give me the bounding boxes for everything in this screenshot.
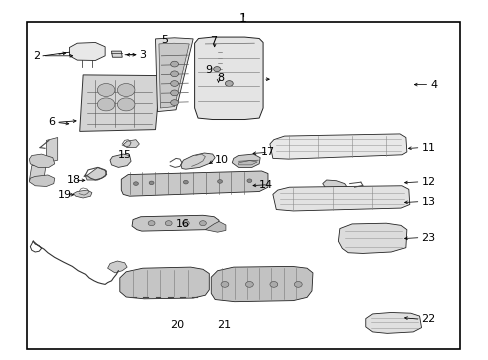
Circle shape: [225, 81, 233, 86]
Polygon shape: [73, 190, 92, 198]
Polygon shape: [210, 50, 225, 81]
Circle shape: [217, 180, 222, 183]
Polygon shape: [46, 138, 58, 163]
Circle shape: [170, 61, 178, 67]
Polygon shape: [269, 134, 406, 159]
Text: 18: 18: [66, 175, 81, 185]
Polygon shape: [111, 51, 122, 57]
Circle shape: [199, 221, 206, 226]
Circle shape: [170, 81, 178, 86]
Polygon shape: [123, 140, 139, 148]
Text: 15: 15: [117, 150, 131, 160]
Circle shape: [165, 221, 172, 226]
Polygon shape: [107, 261, 127, 273]
Text: 7: 7: [210, 36, 217, 46]
Circle shape: [221, 282, 228, 287]
Text: 10: 10: [215, 155, 229, 165]
Circle shape: [182, 221, 189, 226]
Circle shape: [246, 179, 251, 183]
Circle shape: [170, 100, 178, 105]
Polygon shape: [272, 186, 409, 211]
Text: 20: 20: [170, 320, 184, 330]
Polygon shape: [110, 154, 131, 167]
Text: 23: 23: [421, 233, 435, 243]
Circle shape: [133, 182, 138, 185]
Text: 21: 21: [217, 320, 231, 330]
Circle shape: [269, 282, 277, 287]
Text: 19: 19: [58, 190, 72, 200]
Polygon shape: [159, 43, 189, 108]
Circle shape: [245, 282, 253, 287]
Circle shape: [213, 67, 220, 72]
Text: 1: 1: [239, 12, 246, 24]
Polygon shape: [29, 154, 55, 167]
Polygon shape: [121, 171, 267, 196]
Circle shape: [97, 98, 115, 111]
Polygon shape: [221, 78, 237, 89]
Text: 6: 6: [48, 117, 55, 127]
Polygon shape: [211, 266, 312, 302]
Bar: [27, 22, 459, 349]
Circle shape: [148, 221, 155, 226]
Polygon shape: [205, 221, 225, 232]
Circle shape: [149, 181, 154, 185]
Circle shape: [170, 90, 178, 96]
Polygon shape: [29, 175, 55, 186]
Text: 11: 11: [421, 143, 435, 153]
Polygon shape: [120, 267, 209, 299]
Text: 2: 2: [33, 51, 41, 61]
Text: 13: 13: [421, 197, 435, 207]
Polygon shape: [181, 153, 215, 169]
Text: 9: 9: [205, 65, 212, 75]
Text: 5: 5: [161, 35, 168, 45]
Polygon shape: [322, 180, 346, 190]
Circle shape: [117, 84, 135, 96]
Polygon shape: [85, 167, 106, 180]
Circle shape: [97, 84, 115, 96]
Polygon shape: [155, 38, 193, 112]
Text: 12: 12: [421, 177, 435, 187]
Polygon shape: [132, 215, 219, 231]
Polygon shape: [69, 42, 105, 60]
Polygon shape: [213, 66, 222, 72]
Circle shape: [183, 180, 188, 184]
Polygon shape: [194, 37, 263, 120]
Text: 16: 16: [176, 219, 190, 229]
Polygon shape: [338, 223, 406, 253]
Text: 3: 3: [139, 50, 146, 60]
Circle shape: [117, 98, 135, 111]
Text: 8: 8: [217, 73, 224, 84]
Circle shape: [170, 71, 178, 77]
Text: 22: 22: [421, 314, 435, 324]
Polygon shape: [238, 161, 257, 165]
Text: 14: 14: [259, 180, 273, 190]
Text: 17: 17: [260, 147, 274, 157]
Polygon shape: [80, 75, 160, 131]
Polygon shape: [29, 163, 46, 181]
Polygon shape: [365, 312, 421, 333]
Polygon shape: [232, 154, 260, 167]
Circle shape: [294, 282, 302, 287]
Text: 4: 4: [429, 80, 437, 90]
